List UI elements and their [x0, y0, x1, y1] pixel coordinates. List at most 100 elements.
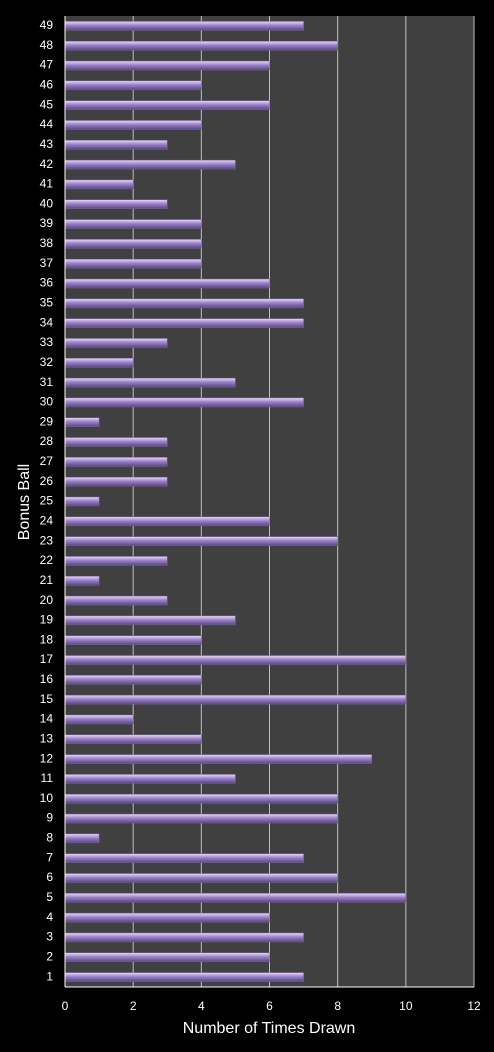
y-tick-label: 7 — [46, 850, 53, 864]
bar — [64, 793, 338, 804]
bar — [64, 377, 236, 388]
y-tick-label: 49 — [40, 18, 54, 32]
y-tick-label: 29 — [40, 414, 54, 428]
y-tick-label: 6 — [46, 870, 53, 884]
y-tick-label: 37 — [40, 256, 54, 270]
y-tick-label: 32 — [40, 355, 54, 369]
y-tick-label: 46 — [40, 78, 54, 92]
bar — [64, 140, 168, 150]
bar — [64, 536, 338, 546]
y-tick-label: 34 — [40, 315, 54, 329]
x-tick-label: 8 — [334, 999, 341, 1013]
bar — [64, 635, 202, 645]
bar — [64, 199, 168, 210]
y-axis-title: Bonus Ball — [16, 464, 33, 541]
y-tick-label: 8 — [46, 831, 53, 845]
bar — [64, 556, 168, 566]
bar — [64, 40, 338, 51]
y-tick-label: 5 — [46, 890, 53, 904]
y-tick-label: 36 — [40, 276, 54, 290]
bar — [64, 21, 304, 31]
y-tick-label: 23 — [40, 533, 54, 547]
bar — [64, 655, 407, 665]
y-tick-label: 33 — [40, 335, 54, 349]
bar — [64, 179, 134, 190]
y-tick-label: 47 — [40, 58, 54, 72]
bar — [64, 734, 202, 745]
y-tick-label: 26 — [40, 474, 54, 488]
bar — [64, 457, 168, 467]
y-tick-label: 22 — [40, 553, 54, 567]
bar — [64, 516, 270, 527]
y-tick-label: 43 — [40, 137, 54, 151]
x-tick-label: 0 — [62, 999, 69, 1013]
bar — [64, 80, 202, 91]
y-tick-label: 19 — [40, 613, 54, 627]
x-tick-label: 10 — [399, 999, 413, 1013]
bar — [64, 219, 202, 229]
y-tick-label: 1 — [46, 969, 53, 983]
y-tick-label: 21 — [40, 573, 54, 587]
bar — [64, 932, 304, 943]
bar — [64, 358, 134, 368]
bar — [64, 338, 168, 348]
bar — [64, 60, 270, 71]
bar — [64, 496, 100, 507]
bar — [64, 576, 100, 586]
bar — [64, 120, 202, 130]
x-tick-label: 6 — [266, 999, 273, 1013]
y-tick-label: 42 — [40, 157, 54, 171]
bar — [64, 437, 168, 447]
y-tick-label: 4 — [46, 910, 53, 924]
bar — [64, 873, 338, 883]
bar — [64, 972, 304, 982]
bar — [64, 615, 236, 626]
bar — [64, 694, 407, 705]
y-tick-label: 39 — [40, 216, 54, 230]
y-tick-label: 12 — [40, 751, 54, 765]
y-tick-label: 31 — [40, 375, 54, 389]
y-tick-label: 16 — [40, 672, 54, 686]
y-tick-label: 41 — [40, 177, 54, 191]
y-tick-label: 20 — [40, 593, 54, 607]
x-tick-label: 12 — [467, 999, 481, 1013]
x-axis-title: Number of Times Drawn — [183, 1020, 356, 1037]
y-tick-label: 27 — [40, 454, 54, 468]
y-tick-label: 2 — [46, 949, 53, 963]
bar — [64, 754, 372, 764]
y-tick-label: 15 — [40, 692, 54, 706]
y-tick-label: 48 — [40, 38, 54, 52]
y-tick-label: 10 — [40, 791, 54, 805]
bar — [64, 893, 407, 903]
bar — [64, 774, 236, 784]
bar — [64, 100, 270, 110]
y-tick-label: 18 — [40, 632, 54, 646]
bar — [64, 813, 338, 824]
y-tick-label: 14 — [40, 712, 54, 726]
y-tick-label: 24 — [40, 513, 54, 527]
y-tick-label: 28 — [40, 434, 54, 448]
bar — [64, 278, 270, 289]
y-tick-label: 9 — [46, 811, 53, 825]
x-tick-label: 2 — [130, 999, 137, 1013]
bar — [64, 952, 270, 963]
y-tick-label: 25 — [40, 494, 54, 508]
bar — [64, 239, 202, 249]
x-tick-label: 4 — [198, 999, 205, 1013]
y-tick-label: 38 — [40, 236, 54, 250]
bar — [64, 397, 304, 408]
bar — [64, 675, 202, 685]
y-tick-label: 44 — [40, 117, 54, 131]
y-tick-label: 13 — [40, 731, 54, 745]
bar — [64, 417, 100, 427]
bar — [64, 912, 270, 923]
y-tick-label: 40 — [40, 196, 54, 210]
bar — [64, 159, 236, 170]
y-tick-label: 35 — [40, 296, 54, 310]
y-tick-label: 3 — [46, 930, 53, 944]
bar — [64, 298, 304, 309]
bar — [64, 258, 202, 269]
bar — [64, 595, 168, 606]
y-tick-label: 11 — [41, 771, 54, 785]
